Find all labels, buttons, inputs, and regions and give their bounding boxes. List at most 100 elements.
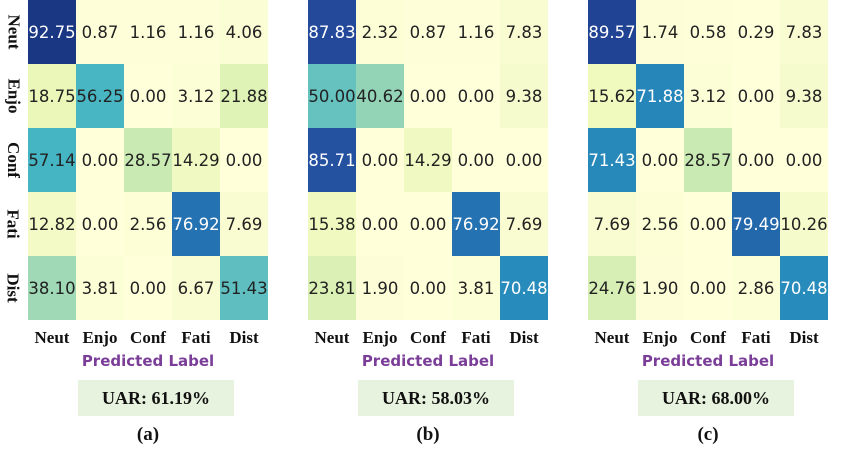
heatmap-cell: 2.86 — [732, 256, 780, 320]
heatmap-cell: 70.48 — [500, 256, 548, 320]
column-label: Neut — [34, 328, 70, 347]
heatmap-cell: 50.00 — [308, 64, 356, 128]
heatmap-cell: 0.00 — [356, 128, 404, 192]
row-label: Dist — [4, 273, 23, 303]
heatmap-cell: 0.00 — [780, 128, 828, 192]
heatmap-cell: 71.88 — [636, 64, 684, 128]
heatmap-cell: 1.74 — [636, 0, 684, 64]
heatmap-cell: 76.92 — [172, 192, 220, 256]
heatmap-cell: 1.90 — [636, 256, 684, 320]
heatmap-cell: 2.56 — [124, 192, 172, 256]
uar-score: UAR: 58.03% — [358, 380, 514, 416]
column-label: Enjo — [82, 328, 118, 347]
heatmap-cell: 0.00 — [684, 192, 732, 256]
heatmap-cell: 15.38 — [308, 192, 356, 256]
column-label-axis: Neut Enjo Conf Fati Dist — [28, 328, 268, 352]
heatmap-cell: 87.83 — [308, 0, 356, 64]
heatmap-cell: 40.62 — [356, 64, 404, 128]
heatmap-cell: 92.75 — [28, 0, 76, 64]
uar-score: UAR: 61.19% — [78, 380, 234, 416]
heatmap-cell: 56.25 — [76, 64, 124, 128]
confusion-matrix-heatmap: 87.83 2.32 0.87 1.16 7.83 50.00 40.62 0.00 0.00 9… — [308, 0, 548, 320]
panel-a: Neut Enjo Conf Fati Dist 92.75 0.87 1.16 1.… — [0, 0, 272, 452]
confusion-matrix-heatmap: 89.57 1.74 0.58 0.29 7.83 15.62 71.88 3.12 0.00 9… — [588, 0, 828, 320]
heatmap-cell: 18.75 — [28, 64, 76, 128]
heatmap-cell: 28.57 — [684, 128, 732, 192]
heatmap-cell: 9.38 — [780, 64, 828, 128]
heatmap-cell: 14.29 — [404, 128, 452, 192]
row-label: Conf — [4, 142, 23, 178]
heatmap-cell: 79.49 — [732, 192, 780, 256]
heatmap-cell: 7.69 — [588, 192, 636, 256]
row-label-axis: Neut Enjo Conf Fati Dist — [0, 0, 28, 320]
heatmap-cell: 76.92 — [452, 192, 500, 256]
column-label: Neut — [314, 328, 350, 347]
panel-c: 89.57 1.74 0.58 0.29 7.83 15.62 71.88 3.12 0.00 9… — [560, 0, 832, 452]
heatmap-cell: 0.00 — [124, 64, 172, 128]
heatmap-cell: 89.57 — [588, 0, 636, 64]
heatmap-cell: 1.90 — [356, 256, 404, 320]
heatmap-cell: 0.58 — [684, 0, 732, 64]
row-label: Enjo — [4, 78, 23, 114]
heatmap-cell: 14.29 — [172, 128, 220, 192]
x-axis-title: Predicted Label — [361, 352, 495, 370]
x-axis-title: Predicted Label — [81, 352, 215, 370]
heatmap-cell: 1.16 — [124, 0, 172, 64]
uar-score: UAR: 68.00% — [638, 380, 794, 416]
column-label-axis: Neut Enjo Conf Fati Dist — [308, 328, 548, 352]
heatmap-cell: 3.81 — [76, 256, 124, 320]
panel-caption: (a) — [136, 424, 160, 445]
column-label: Fati — [181, 328, 211, 347]
heatmap-cell: 7.69 — [220, 192, 268, 256]
column-label: Fati — [741, 328, 771, 347]
x-axis-title: Predicted Label — [641, 352, 775, 370]
heatmap-cell: 0.00 — [452, 128, 500, 192]
heatmap-cell: 57.14 — [28, 128, 76, 192]
heatmap-cell: 3.12 — [172, 64, 220, 128]
confusion-matrix-heatmap: 92.75 0.87 1.16 1.16 4.06 18.75 56.25 0.00 3.12 2… — [28, 0, 268, 320]
heatmap-cell: 0.00 — [76, 192, 124, 256]
heatmap-cell: 7.83 — [500, 0, 548, 64]
column-label: Dist — [229, 328, 259, 347]
column-label: Conf — [690, 328, 726, 347]
heatmap-cell: 0.00 — [76, 128, 124, 192]
heatmap-cell: 7.83 — [780, 0, 828, 64]
heatmap-cell: 0.00 — [732, 128, 780, 192]
heatmap-cell: 10.26 — [780, 192, 828, 256]
heatmap-cell: 1.16 — [172, 0, 220, 64]
heatmap-cell: 0.00 — [356, 192, 404, 256]
column-label-axis: Neut Enjo Conf Fati Dist — [588, 328, 828, 352]
column-label: Fati — [461, 328, 491, 347]
row-label-axis — [280, 0, 308, 320]
heatmap-cell: 85.71 — [308, 128, 356, 192]
column-label: Conf — [410, 328, 446, 347]
column-label: Dist — [789, 328, 819, 347]
row-label: Neut — [4, 14, 24, 50]
row-label: Fati — [4, 209, 23, 239]
heatmap-cell: 3.12 — [684, 64, 732, 128]
heatmap-cell: 4.06 — [220, 0, 268, 64]
heatmap-cell: 6.67 — [172, 256, 220, 320]
heatmap-cell: 0.00 — [404, 192, 452, 256]
heatmap-cell: 0.00 — [124, 256, 172, 320]
heatmap-cell: 51.43 — [220, 256, 268, 320]
heatmap-cell: 0.87 — [404, 0, 452, 64]
heatmap-cell: 2.32 — [356, 0, 404, 64]
column-label: Enjo — [642, 328, 678, 347]
heatmap-cell: 9.38 — [500, 64, 548, 128]
heatmap-cell: 70.48 — [780, 256, 828, 320]
heatmap-cell: 7.69 — [500, 192, 548, 256]
panel-b: 87.83 2.32 0.87 1.16 7.83 50.00 40.62 0.00 0.00 9… — [280, 0, 552, 452]
heatmap-cell: 0.00 — [684, 256, 732, 320]
heatmap-cell: 12.82 — [28, 192, 76, 256]
heatmap-cell: 15.62 — [588, 64, 636, 128]
heatmap-cell: 71.43 — [588, 128, 636, 192]
row-label-axis — [560, 0, 588, 320]
heatmap-cell: 0.00 — [220, 128, 268, 192]
heatmap-cell: 2.56 — [636, 192, 684, 256]
panel-caption: (c) — [697, 424, 719, 445]
column-label: Enjo — [362, 328, 398, 347]
heatmap-cell: 24.76 — [588, 256, 636, 320]
heatmap-cell: 0.00 — [732, 64, 780, 128]
heatmap-cell: 3.81 — [452, 256, 500, 320]
